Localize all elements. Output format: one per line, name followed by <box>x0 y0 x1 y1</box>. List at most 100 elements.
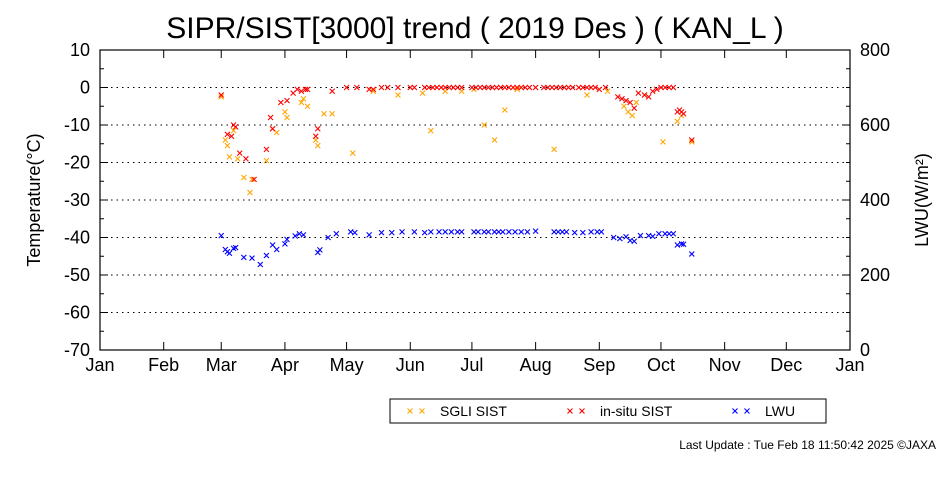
sgli-sist-point <box>370 88 377 95</box>
lwu-point <box>325 234 331 241</box>
y-right-tick-label: 0 <box>860 340 870 360</box>
sgli-sist-point <box>249 176 255 183</box>
in-situ-sist-point <box>602 84 609 91</box>
sgli-sist-point <box>349 150 356 157</box>
sgli-sist-point <box>491 137 498 143</box>
lwu-point <box>448 228 455 235</box>
y-axis-label-left: Temperature(°C) <box>24 133 44 266</box>
lwu-point <box>458 228 465 235</box>
lwu-point <box>571 229 578 236</box>
sgli-sist-point <box>629 112 636 119</box>
legend: SGLI SIST in-situ SIST LWU <box>389 398 827 424</box>
in-situ-sist-point <box>623 97 629 104</box>
lwu-point <box>284 236 290 243</box>
lwu-point <box>649 233 656 240</box>
y-right-tick-label: 600 <box>860 115 890 135</box>
lwu-point <box>427 228 434 235</box>
in-situ-sist-point <box>688 137 695 143</box>
grid-lines <box>100 87 850 313</box>
sgli-sist-point <box>604 88 611 95</box>
x-axis: Jan Feb Mar Apr May Jun Jul Aug Sep Oct Nov Dec Jan <box>85 50 865 375</box>
y-right-tick-label: 800 <box>860 40 890 60</box>
lwu-point <box>506 228 512 235</box>
sgli-sist-point <box>284 114 290 121</box>
sgli-sist-point <box>688 138 695 145</box>
sgli-sist-point <box>481 122 488 128</box>
in-situ-sist-point <box>680 110 687 117</box>
lwu-point <box>411 228 418 235</box>
in-situ-sist-point <box>627 99 634 106</box>
in-situ-sist-point <box>645 93 652 100</box>
lwu-point <box>436 228 442 235</box>
lwu-point <box>678 240 685 247</box>
in-situ-sist-point <box>353 84 360 91</box>
legend-marker-sgli-sist <box>407 408 413 414</box>
lwu-point <box>421 229 428 236</box>
lwu-point <box>273 246 280 253</box>
in-situ-sist-point <box>641 92 648 98</box>
lwu-point <box>656 230 662 237</box>
chart-title: SIPR/SIST[3000] trend ( 2019 Des ) ( KAN… <box>166 12 784 45</box>
in-situ-sist-point <box>635 90 642 97</box>
y-left-tick-label: -50 <box>64 265 90 285</box>
footer: Last Update : Tue Feb 18 11:50:42 2025 ©… <box>679 438 936 452</box>
lwu-point <box>588 228 594 235</box>
in-situ-sist-point <box>294 86 301 93</box>
last-update-text: Last Update : Tue Feb 18 11:50:42 2025 <box>679 438 894 452</box>
lwu-point <box>282 240 288 247</box>
in-situ-sist-point <box>619 95 625 102</box>
legend-marker-lwu <box>744 408 750 414</box>
sgli-sist-point <box>419 90 426 97</box>
y-left-tick-label: -10 <box>64 115 90 135</box>
lwu-point <box>524 228 531 235</box>
sgli-sist-point <box>329 110 336 117</box>
y-left-tick-label: -40 <box>64 228 90 248</box>
lwu-point <box>616 235 623 242</box>
lwu-point <box>532 228 539 235</box>
lwu-point <box>218 232 225 239</box>
lwu-point <box>475 228 481 235</box>
in-situ-sist-point <box>312 133 319 140</box>
y-left-tick-label: -30 <box>64 190 90 210</box>
in-situ-sist-point <box>314 125 321 132</box>
x-tick-label: Feb <box>148 355 179 375</box>
in-situ-sist-point <box>267 114 274 121</box>
legend-marker-in-situ-sist <box>567 408 573 414</box>
sgli-sist-point <box>514 86 521 93</box>
lwu-point <box>351 229 358 236</box>
in-situ-sist-point <box>224 131 231 138</box>
legend-marker-sgli-sist <box>419 408 425 414</box>
x-tick-label: Jun <box>396 355 425 375</box>
x-tick-label: Nov <box>709 355 741 375</box>
legend-label-sgli-sist: SGLI SIST <box>440 403 507 419</box>
in-situ-sist-point <box>251 176 257 183</box>
lwu-point <box>631 238 638 245</box>
lwu-point <box>269 242 276 248</box>
lwu-point <box>263 252 270 259</box>
y-left-tick-label: -70 <box>64 340 90 360</box>
lwu-point <box>680 241 687 248</box>
sgli-sist-point <box>551 146 557 153</box>
lwu-point <box>598 228 605 235</box>
y-right-axis: 800 600 400 200 0 <box>842 40 890 360</box>
lwu-point <box>563 228 570 235</box>
lwu-point <box>485 228 492 235</box>
sgli-sist-point <box>304 103 311 110</box>
sgli-sist-point <box>395 92 401 98</box>
x-tick-label: Aug <box>520 355 552 375</box>
y-left-tick-label: -20 <box>64 153 90 173</box>
in-situ-sist-point <box>653 86 660 93</box>
sgli-sist-point <box>314 142 321 149</box>
y-left-tick-label: 0 <box>80 78 90 98</box>
in-situ-sist-point <box>284 97 290 104</box>
sgli-sist-point <box>298 99 305 106</box>
in-situ-sist-point <box>298 88 305 95</box>
lwu-point <box>610 234 617 241</box>
lwu-point <box>670 230 677 237</box>
y-left-tick-label: -60 <box>64 303 90 323</box>
lwu-point <box>316 246 323 253</box>
in-situ-sist-point <box>532 84 539 91</box>
lwu-point <box>674 242 681 248</box>
in-situ-sist-point <box>670 84 677 91</box>
